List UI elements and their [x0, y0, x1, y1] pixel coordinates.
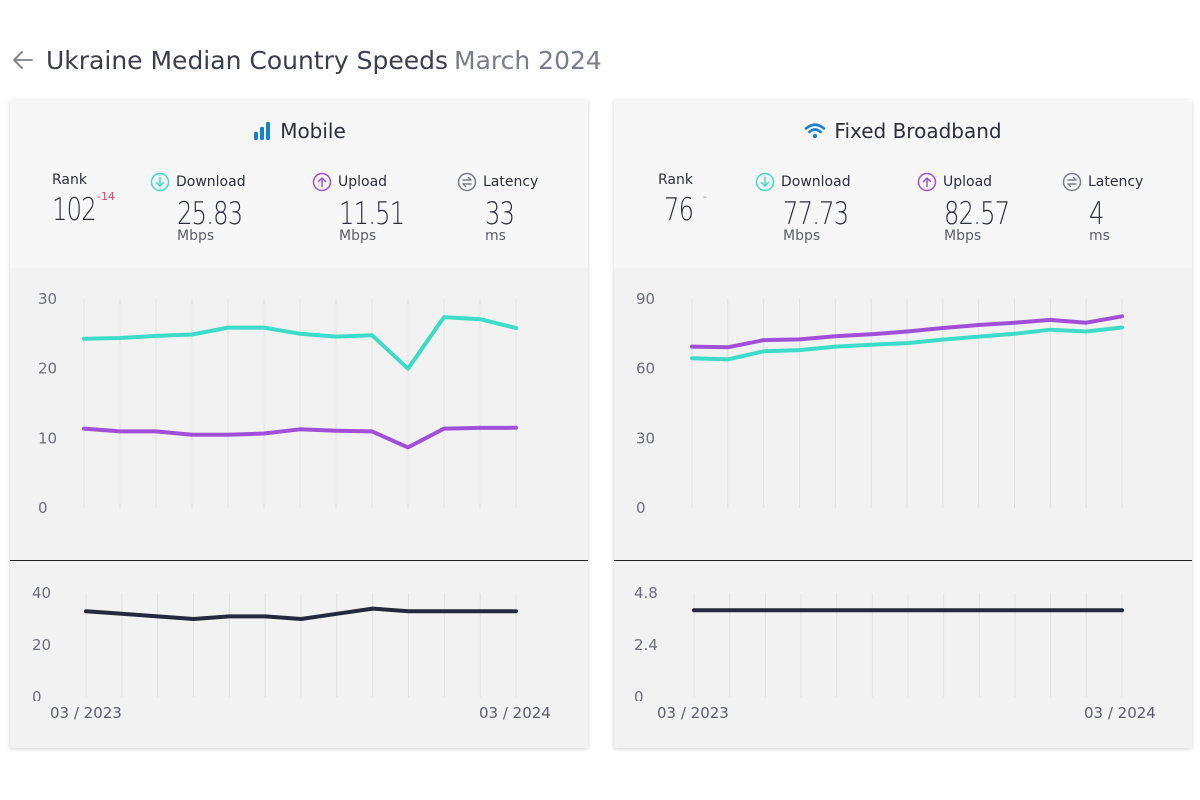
mobile-title-label: Mobile — [280, 119, 346, 143]
fixed-card-title: Fixed Broadband — [614, 119, 1192, 143]
fixed-card-header: Fixed Broadband Rank 76 - Download 77.73… — [614, 100, 1192, 268]
latency-icon — [457, 172, 477, 192]
upload-label: Upload — [943, 174, 993, 190]
y-tick-label: 0 — [634, 688, 644, 701]
rank-change: - — [703, 190, 707, 203]
download-value: 77.73 — [783, 196, 849, 232]
mobile-download: Download 25.83 Mbps — [150, 172, 290, 244]
back-arrow-icon[interactable] — [10, 47, 36, 73]
download-series-line — [690, 325, 1124, 362]
download-icon — [150, 172, 170, 192]
latency-label-row: Latency — [457, 172, 597, 192]
fixed-title-label: Fixed Broadband — [834, 119, 1002, 143]
y-tick-label: 0 — [32, 688, 42, 701]
mobile-latency-chart: 0 20 40 — [32, 584, 518, 701]
latency-value: 4 — [1089, 196, 1104, 232]
chart-divider — [10, 560, 588, 561]
upload-label: Upload — [338, 174, 388, 190]
upload-value: 82.57 — [944, 196, 1010, 232]
mobile-speed-chart: 0 10 20 30 — [38, 290, 518, 517]
rank-label: Rank — [658, 172, 693, 188]
end-date-label: 03 / 2024 — [479, 704, 551, 722]
start-date-label: 03 / 2023 — [657, 704, 729, 722]
latency-label: Latency — [483, 174, 539, 190]
y-tick-label: 30 — [38, 290, 57, 308]
upload-icon — [312, 172, 332, 192]
latency-label-row: Latency — [1062, 172, 1200, 192]
page-title: Ukraine Median Country Speeds March 2024 — [46, 46, 602, 75]
page-title-text: Ukraine Median Country Speeds — [46, 45, 449, 75]
fixed-rank: Rank 76 - — [658, 172, 798, 228]
rank-value: 76 — [664, 192, 694, 228]
mobile-upload: Upload 11.51 Mbps — [312, 172, 452, 244]
fixed-card: Fixed Broadband Rank 76 - Download 77.73… — [614, 100, 1192, 748]
upload-value: 11.51 — [339, 196, 405, 232]
rank-value: 102 — [52, 192, 97, 228]
upload-series-line — [82, 425, 518, 450]
fixed-latency-chart: 0 2.4 4.8 — [634, 584, 1124, 701]
fixed-download: Download 77.73 Mbps — [755, 172, 895, 244]
download-label-row: Download — [755, 172, 895, 192]
latency-unit: ms — [485, 228, 506, 244]
download-label: Download — [176, 174, 246, 190]
download-icon — [755, 172, 775, 192]
upload-unit: Mbps — [944, 228, 982, 244]
upload-series-line — [690, 314, 1124, 350]
download-unit: Mbps — [177, 228, 215, 244]
mobile-rank: Rank 102 -14 — [52, 172, 192, 228]
latency-series-line — [84, 606, 518, 621]
y-tick-label: 10 — [38, 429, 57, 447]
wifi-icon — [805, 123, 826, 139]
upload-unit: Mbps — [339, 228, 377, 244]
fixed-upload: Upload 82.57 Mbps — [917, 172, 1057, 244]
latency-label: Latency — [1088, 174, 1144, 190]
y-tick-label: 20 — [32, 636, 51, 654]
y-tick-label: 90 — [636, 290, 655, 308]
page-header: Ukraine Median Country Speeds March 2024 — [10, 42, 602, 78]
signal-bars-icon — [254, 122, 271, 140]
upload-label-row: Upload — [312, 172, 452, 192]
end-date-label: 03 / 2024 — [1084, 704, 1156, 722]
y-tick-label: 2.4 — [634, 636, 658, 654]
y-tick-label: 0 — [636, 499, 646, 517]
y-tick-label: 4.8 — [634, 584, 658, 602]
y-tick-label: 20 — [38, 360, 57, 378]
y-tick-label: 30 — [636, 429, 655, 447]
download-unit: Mbps — [783, 228, 821, 244]
page-title-date: March 2024 — [454, 45, 602, 75]
rank-label: Rank — [52, 172, 87, 188]
latency-unit: ms — [1089, 228, 1110, 244]
chart-divider — [614, 560, 1192, 561]
rank-change: -14 — [97, 190, 115, 203]
upload-label-row: Upload — [917, 172, 1057, 192]
fixed-speed-chart: 0 30 60 90 — [636, 290, 1124, 517]
latency-value: 33 — [485, 196, 515, 232]
mobile-latency: Latency 33 ms — [457, 172, 597, 244]
y-tick-label: 40 — [32, 584, 51, 602]
download-label: Download — [781, 174, 851, 190]
download-series-line — [82, 315, 518, 371]
mobile-card-title: Mobile — [10, 119, 588, 143]
mobile-card: Mobile Rank 102 -14 Download 25.83 Mbps — [10, 100, 588, 748]
start-date-label: 03 / 2023 — [50, 704, 122, 722]
download-label-row: Download — [150, 172, 290, 192]
download-value: 25.83 — [177, 196, 243, 232]
y-tick-label: 60 — [636, 360, 655, 378]
fixed-latency: Latency 4 ms — [1062, 172, 1200, 244]
mobile-card-header: Mobile Rank 102 -14 Download 25.83 Mbps — [10, 100, 588, 268]
latency-icon — [1062, 172, 1082, 192]
y-tick-label: 0 — [38, 499, 48, 517]
upload-icon — [917, 172, 937, 192]
